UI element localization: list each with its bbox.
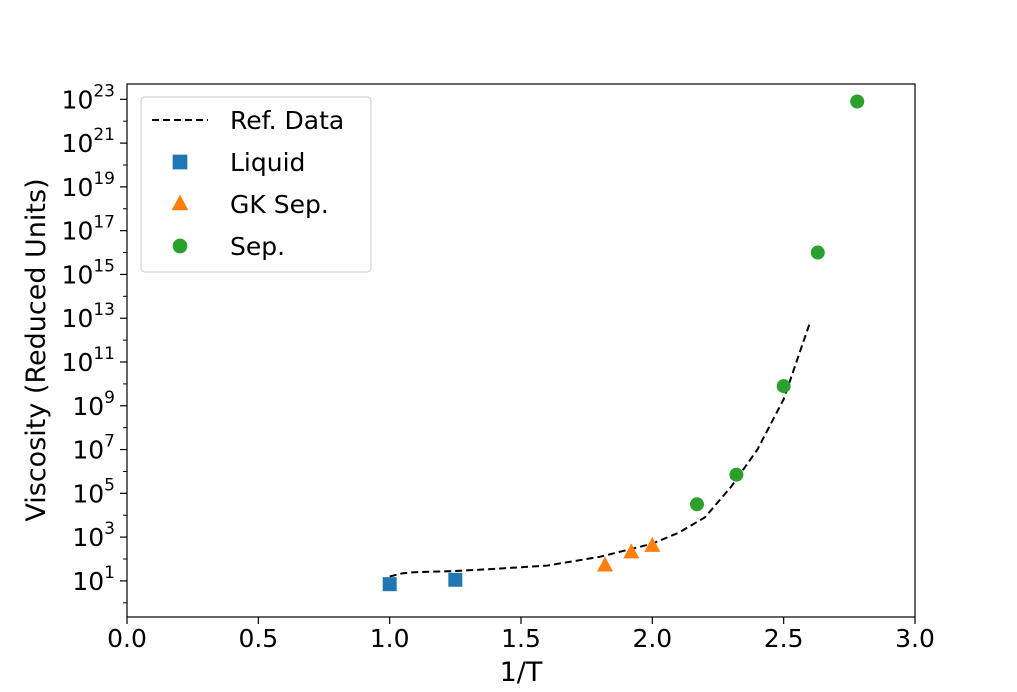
y-tick-label: 1021: [62, 125, 115, 158]
y-axis-label: Viscosity (Reduced Units): [21, 178, 52, 521]
data-point-sep: [850, 94, 865, 109]
data-point-sep: [689, 497, 704, 512]
data-point-liquid: [448, 572, 463, 587]
y-tick-label: 105: [72, 475, 115, 508]
x-tick-label: 1.5: [501, 624, 541, 653]
legend-swatch-marker: [172, 238, 188, 254]
legend-swatch-marker: [171, 194, 189, 211]
y-tick-label: 1015: [62, 256, 115, 289]
data-point-sep: [729, 467, 744, 482]
legend-swatch-marker: [172, 154, 188, 170]
data-point-liquid: [382, 577, 397, 592]
y-tick-label: 109: [72, 388, 115, 421]
legend-label: Sep.: [230, 232, 285, 261]
y-tick-label: 1019: [62, 169, 115, 202]
data-point-sep: [810, 245, 825, 260]
x-tick-label: 2.5: [764, 624, 804, 653]
x-axis-label: 1/T: [500, 657, 543, 688]
y-tick-label: 1013: [62, 300, 115, 333]
x-tick-label: 2.0: [632, 624, 672, 653]
legend-label: GK Sep.: [230, 190, 329, 219]
legend-frame: [140, 96, 372, 273]
y-tick-label: 1017: [62, 213, 115, 246]
data-point-gk-sep: [597, 556, 614, 572]
x-tick-label: 0.0: [107, 624, 147, 653]
y-tick-label: 101: [72, 563, 115, 596]
data-point-gk-sep: [644, 536, 661, 552]
y-tick-label: 107: [72, 432, 115, 465]
y-tick-label: 1023: [62, 81, 115, 114]
series-layer: [382, 94, 865, 592]
y-axis-ticks: 101 103 105 107 109 1011 1013 1015 1017 1019 1021 1…: [62, 81, 127, 604]
legend: Ref. Data Liquid GK Sep. Sep.: [140, 96, 372, 273]
y-tick-label: 103: [72, 519, 115, 552]
y-tick-label: 1011: [62, 344, 115, 377]
x-axis-ticks: 0.0 0.5 1.0 1.5 2.0 2.5 3.0: [107, 617, 935, 653]
x-tick-label: 3.0: [895, 624, 935, 653]
x-tick-label: 1.0: [370, 624, 410, 653]
legend-label: Liquid: [230, 148, 305, 177]
legend-label: Ref. Data: [230, 106, 344, 135]
data-point-sep: [776, 379, 791, 394]
data-point-gk-sep: [623, 543, 640, 559]
x-tick-label: 0.5: [238, 624, 278, 653]
ref-data-line: [389, 322, 811, 578]
